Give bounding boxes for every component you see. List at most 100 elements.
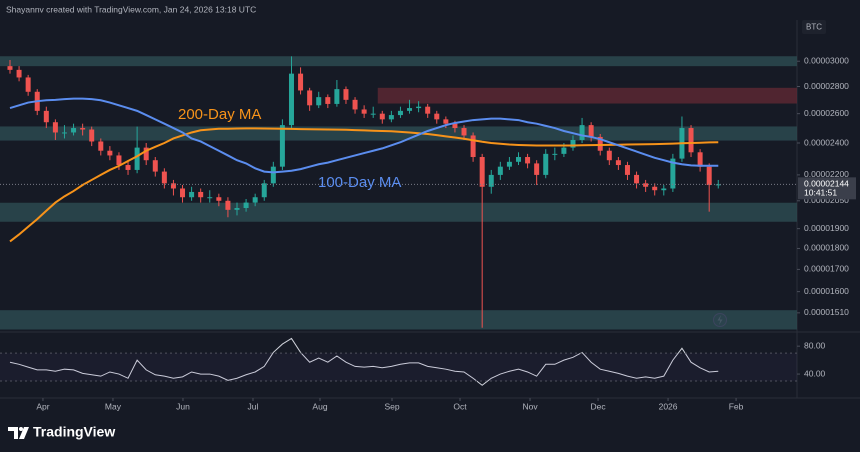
y-tick-label: 0.00003000 [804,55,849,65]
candle-body [43,110,49,123]
candle-body [270,166,276,184]
candle-body [152,160,158,172]
x-tick-label: Sep [384,401,399,411]
candle-body [379,113,385,120]
candle-body [261,183,267,198]
y-tick-label: 0.00002600 [804,108,849,118]
x-tick-label: Jun [176,401,190,411]
level-band [0,353,797,382]
candle-body [624,165,630,175]
y-tick-label: 0.00001510 [804,307,849,317]
candle-body [715,184,721,186]
candle-body [98,141,104,151]
candle-body [452,123,458,129]
candle-body [334,89,340,104]
candle-body [606,150,612,161]
countdown-label: 10:41:51 [804,188,837,198]
x-tick-label: Jul [248,401,259,411]
candle-body [543,153,549,175]
candle-body [61,132,67,134]
candle-body [434,113,440,120]
x-tick-label: Nov [522,401,538,411]
x-tick-label: Apr [36,401,49,411]
candle-body [416,106,422,109]
candle-body [352,99,358,110]
x-tick-label: Dec [590,401,606,411]
y-tick-label: 40.00 [804,368,826,378]
candle-body [570,139,576,148]
candle-body [107,150,113,156]
candle-body [470,135,476,158]
candle-body [307,90,313,106]
zone [0,126,797,141]
footer-brand: TradingView [33,424,115,440]
candle-body [71,128,77,133]
candle-body [198,191,204,198]
candle-body [515,157,521,162]
candle-body [161,171,167,184]
candle-body [397,110,403,116]
candle-body [525,157,531,164]
candle-body [89,129,95,142]
candle-body [225,200,231,210]
symbol-box [802,20,826,34]
x-tick-label: 2026 [659,401,678,411]
candle-body [479,157,485,187]
candle-body [697,152,703,167]
candle-body [461,128,467,136]
candle-body [16,69,22,78]
y-tick-label: 0.00002800 [804,81,849,91]
candle-body [506,161,512,167]
logo-mark [19,427,29,439]
candle-body [143,147,149,161]
candle-body [615,160,621,166]
candle-body [561,147,567,154]
candle-body [288,73,294,126]
candle-body [80,128,86,130]
candle-body [252,197,258,203]
candle-body [706,166,712,186]
symbol-label: BTC [806,23,822,32]
candle-body [325,97,331,104]
candle-body [497,166,503,175]
candle-body [670,158,676,189]
candle-body [298,73,304,91]
candle-body [661,188,667,191]
candle-body [443,119,449,124]
plot-area [0,56,797,386]
candle-body [234,208,240,210]
candle-body [279,125,285,167]
candle-body [552,153,558,155]
candle-body [634,174,640,184]
candle-body [534,163,540,175]
candle-body [425,106,431,114]
candle-body [243,202,249,209]
candle-body [207,197,213,199]
candle-body [643,183,649,187]
candle-body [316,97,322,106]
moving-average-line [9,97,719,174]
y-tick-label: 0.00001600 [804,286,849,296]
y-tick-label: 80.00 [804,340,826,350]
candle-body [125,165,131,170]
candle-body [488,174,494,187]
candle-body [25,77,31,92]
y-tick-label: 0.00001800 [804,243,849,253]
zone [0,202,797,222]
candle-body [588,125,594,137]
footer-logo [8,427,29,439]
candle-body [7,66,13,70]
candle-body [134,147,140,170]
rsi-line [9,337,719,386]
x-tick-label: Oct [453,401,467,411]
x-tick-label: Feb [729,401,744,411]
header-text: Shayannv created with TradingView.com, J… [6,4,256,14]
ma-annotation: 100-Day MA [318,174,401,191]
ma-annotation: 200-Day MA [178,106,261,123]
candle-body [370,113,376,115]
candle-body [189,191,195,198]
candle-body [343,89,349,100]
moving-average-line [9,127,719,243]
